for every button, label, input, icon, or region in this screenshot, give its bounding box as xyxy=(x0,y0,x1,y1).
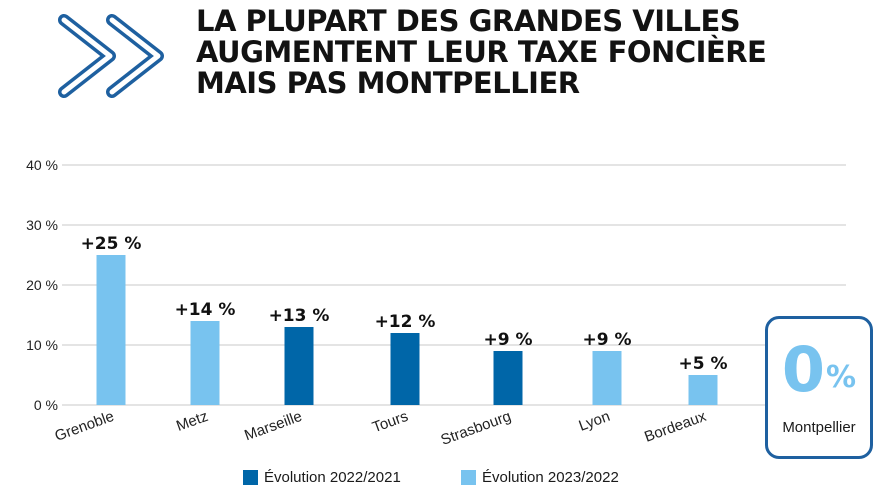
montpellier-callout: 0% Montpellier xyxy=(765,316,873,459)
bar-metz xyxy=(190,321,220,405)
bar-bordeaux xyxy=(688,375,718,405)
bar-value-label: +13 % xyxy=(269,306,330,326)
legend-label: Évolution 2023/2022 xyxy=(482,469,619,486)
double-chevron-right-icon xyxy=(58,14,164,98)
x-category-label: Strasbourg xyxy=(439,408,514,449)
bar-value-label: +25 % xyxy=(81,234,142,254)
x-category-label: Tours xyxy=(370,408,410,437)
title-line-1: LA PLUPART DES GRANDES VILLES xyxy=(196,4,741,38)
bar-strasbourg xyxy=(493,351,523,405)
bar-value-label: +9 % xyxy=(483,330,532,350)
bar-tours xyxy=(390,333,420,405)
legend-item-2022-2021: Évolution 2022/2021 xyxy=(243,469,401,486)
y-tick-label: 40 % xyxy=(26,157,58,173)
chart-title: LA PLUPART DES GRANDES VILLES AUGMENTENT… xyxy=(196,6,836,99)
bar-value-label: +5 % xyxy=(678,354,727,374)
y-tick-label: 30 % xyxy=(26,217,58,233)
bar-value-label: +9 % xyxy=(582,330,631,350)
callout-label: Montpellier xyxy=(782,419,856,436)
legend-item-2023-2022: Évolution 2023/2022 xyxy=(461,469,619,486)
bar-value-label: +12 % xyxy=(375,312,436,332)
bar-value-label: +14 % xyxy=(175,300,236,320)
y-tick-label: 0 % xyxy=(34,397,58,413)
title-line-3: MAIS PAS MONTPELLIER xyxy=(196,66,580,100)
legend-swatch-dark xyxy=(243,470,258,485)
callout-value: 0% xyxy=(768,337,870,403)
callout-number: 0 xyxy=(781,333,826,406)
x-category-label: Lyon xyxy=(576,408,612,435)
bar-lyon xyxy=(592,351,622,405)
x-category-label: Grenoble xyxy=(53,408,117,445)
legend-label: Évolution 2022/2021 xyxy=(264,469,401,486)
y-tick-label: 20 % xyxy=(26,277,58,293)
y-tick-label: 10 % xyxy=(26,337,58,353)
callout-unit: % xyxy=(826,360,857,395)
x-category-label: Bordeaux xyxy=(642,408,709,446)
x-category-label: Marseille xyxy=(242,408,304,445)
x-category-label: Metz xyxy=(174,408,210,435)
bar-grenoble xyxy=(96,255,126,405)
title-line-2: AUGMENTENT LEUR TAXE FONCIÈRE xyxy=(196,35,767,69)
bar-marseille xyxy=(284,327,314,405)
legend-swatch-light xyxy=(461,470,476,485)
